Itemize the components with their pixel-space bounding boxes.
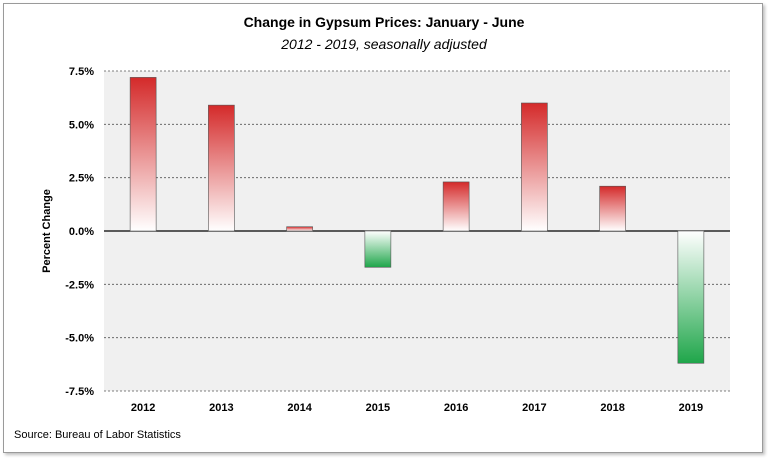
x-tick-label: 2012 bbox=[131, 402, 155, 414]
x-tick-label: 2018 bbox=[600, 402, 624, 414]
bar-2015 bbox=[364, 230, 392, 268]
x-tick-label: 2019 bbox=[679, 402, 703, 414]
bar-2016 bbox=[442, 181, 470, 232]
bar-2019 bbox=[677, 230, 705, 364]
x-tick-label: 2015 bbox=[366, 402, 390, 414]
y-tick-label: -5.0% bbox=[65, 333, 94, 345]
source-note: Source: Bureau of Labor Statistics bbox=[14, 429, 181, 441]
x-tick-label: 2013 bbox=[209, 402, 233, 414]
bar-2013 bbox=[208, 104, 235, 232]
y-tick-label: 0.0% bbox=[69, 226, 94, 238]
chart-title: Change in Gypsum Prices: January - June bbox=[243, 14, 525, 30]
y-axis-label: Percent Change bbox=[41, 189, 53, 273]
chart-subtitle: 2012 - 2019, seasonally adjusted bbox=[281, 36, 487, 52]
y-tick-label: 2.5% bbox=[69, 173, 94, 185]
bar-2012 bbox=[129, 77, 157, 232]
x-tick-label: 2017 bbox=[522, 402, 546, 414]
bar-2017 bbox=[521, 102, 548, 232]
x-tick-label: 2014 bbox=[287, 402, 312, 414]
y-tick-label: -2.5% bbox=[65, 279, 94, 291]
bar-2018 bbox=[599, 185, 626, 232]
y-tick-label: 5.0% bbox=[69, 119, 94, 131]
y-tick-label: 7.5% bbox=[69, 66, 94, 78]
y-tick-label: -7.5% bbox=[65, 386, 94, 398]
bar-2014 bbox=[286, 226, 313, 232]
x-tick-label: 2016 bbox=[444, 402, 468, 414]
